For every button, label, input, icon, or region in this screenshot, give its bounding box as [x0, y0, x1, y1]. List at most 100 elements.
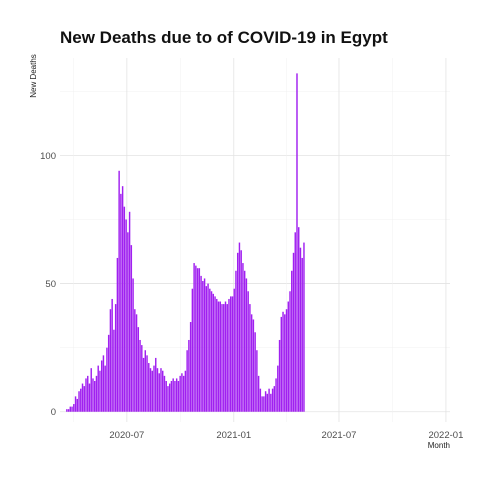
- bar: [142, 357, 145, 412]
- bar: [191, 288, 194, 412]
- bar: [205, 286, 208, 412]
- bar: [294, 232, 296, 412]
- bar: [226, 304, 228, 412]
- bar: [193, 263, 195, 412]
- bar: [264, 391, 267, 412]
- bar: [285, 309, 288, 412]
- bar: [228, 298, 230, 412]
- y-tick-label: 0: [51, 407, 56, 418]
- bar: [123, 206, 126, 412]
- bar: [299, 247, 302, 412]
- bar: [162, 370, 164, 412]
- bar: [291, 270, 293, 412]
- bar: [209, 288, 211, 412]
- bar: [235, 270, 237, 412]
- bar: [214, 296, 216, 412]
- bar: [99, 370, 101, 412]
- bar: [221, 304, 223, 412]
- axis-labels: 0 50 100 2020-07 2021-01 2021-07 2022-01: [40, 151, 463, 441]
- bar: [109, 309, 112, 412]
- bar: [184, 370, 187, 412]
- bar: [275, 378, 277, 412]
- bar: [252, 319, 255, 412]
- bar: [224, 301, 227, 412]
- bar: [160, 368, 162, 412]
- bar: [189, 322, 192, 412]
- bar: [121, 186, 124, 412]
- bar: [223, 304, 225, 412]
- bar: [203, 278, 206, 412]
- bar: [87, 375, 89, 412]
- bar: [67, 409, 70, 412]
- bar: [74, 396, 77, 412]
- bar: [188, 339, 190, 412]
- bar: [238, 242, 241, 412]
- bar: [130, 245, 133, 412]
- bar: [263, 396, 265, 412]
- bar: [158, 373, 160, 412]
- bar: [210, 291, 213, 412]
- bar: [278, 339, 281, 412]
- bar: [179, 375, 181, 412]
- bar: [151, 370, 153, 412]
- bar: [296, 73, 298, 412]
- bar: [85, 378, 87, 412]
- bar: [125, 219, 127, 412]
- x-tick-label: 2020-07: [109, 430, 144, 441]
- bar: [107, 334, 110, 412]
- bar: [92, 378, 94, 412]
- bar: [144, 350, 147, 412]
- bar: [242, 263, 244, 412]
- bar: [139, 339, 141, 412]
- chart-title: New Deaths due to of COVID-19 in Egypt: [60, 28, 388, 47]
- bar: [149, 368, 152, 412]
- bar: [167, 386, 169, 412]
- bar: [273, 386, 276, 412]
- x-tick-label: 2021-01: [216, 430, 251, 441]
- bar: [292, 252, 295, 412]
- bar: [165, 380, 167, 412]
- bar: [175, 378, 178, 412]
- bar: [73, 404, 75, 412]
- bar: [111, 298, 113, 412]
- bar: [216, 298, 218, 412]
- bar: [261, 396, 263, 412]
- bar: [245, 278, 248, 412]
- bar: [284, 314, 286, 412]
- bar: [97, 365, 99, 412]
- x-axis-label: Month: [428, 441, 450, 450]
- bar: [66, 409, 68, 412]
- bar: [259, 388, 262, 412]
- bar: [81, 383, 84, 412]
- bar: [282, 311, 284, 412]
- bar: [148, 363, 150, 412]
- grid: [60, 58, 450, 422]
- bar: [118, 170, 120, 412]
- bar: [127, 232, 129, 412]
- bar: [240, 250, 242, 412]
- bar: [83, 386, 85, 412]
- bar: [256, 350, 258, 412]
- bar: [80, 388, 82, 412]
- bar: [128, 211, 131, 412]
- bar: [196, 268, 199, 412]
- bar: [104, 365, 106, 412]
- bar: [249, 304, 251, 412]
- bar: [257, 375, 260, 412]
- bar: [182, 375, 185, 412]
- bar: [102, 355, 105, 412]
- bar: [280, 316, 283, 412]
- bar: [174, 380, 176, 412]
- bar: [236, 252, 239, 412]
- x-tick-label: 2021-07: [322, 430, 357, 441]
- bar: [301, 257, 303, 412]
- bar: [247, 291, 249, 412]
- bar: [254, 332, 256, 412]
- bar: [186, 350, 188, 412]
- bar: [270, 393, 272, 412]
- bar: [170, 380, 173, 412]
- y-axis-label: New Deaths: [29, 54, 38, 98]
- bar: [298, 227, 300, 412]
